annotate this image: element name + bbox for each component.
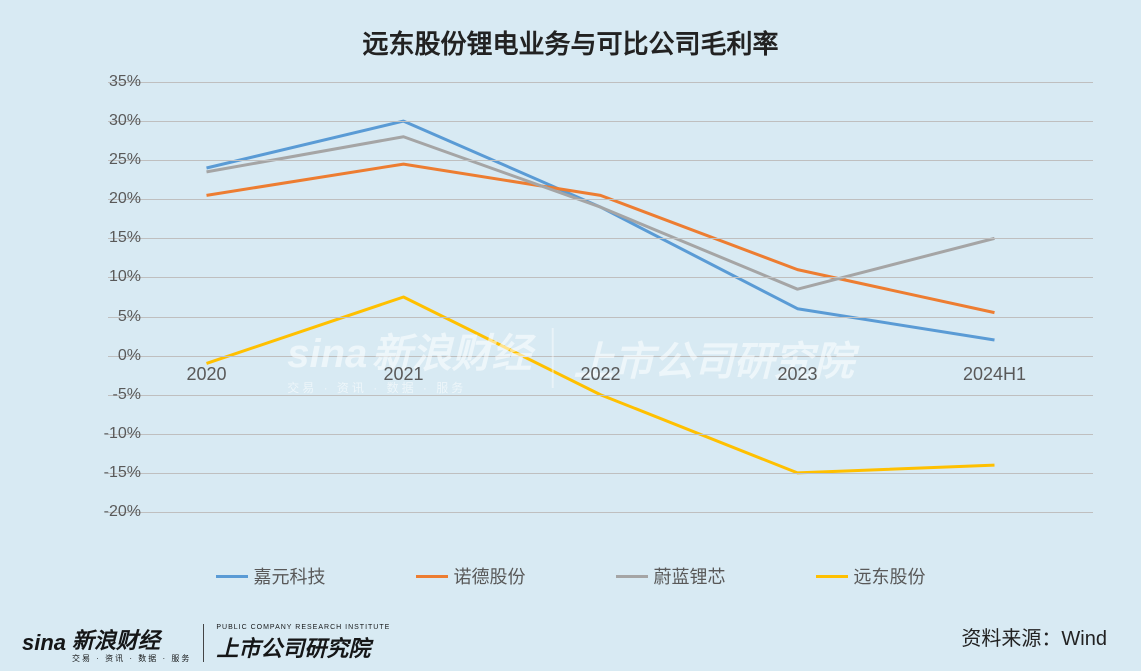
gridline [108,512,1093,513]
series-line [207,297,995,473]
y-axis-label: 5% [61,308,141,326]
legend-swatch-icon [416,575,448,578]
legend-swatch-icon [816,575,848,578]
chart-title: 远东股份锂电业务与可比公司毛利率 [0,24,1141,61]
wm-bottom-sina-sub: 交易 · 资讯 · 数据 · 服务 [72,655,191,663]
gridline [108,317,1093,318]
legend-item: 嘉元科技 [216,563,326,589]
legend-label: 远东股份 [854,563,926,589]
x-axis-label: 2023 [738,364,858,385]
legend-item: 诺德股份 [416,563,526,589]
legend-item: 远东股份 [816,563,926,589]
wm-bottom-divider-icon [203,624,204,662]
y-axis-label: 15% [61,229,141,247]
wm-bottom-inst-sub: PUBLIC COMPANY RESEARCH INSTITUTE [216,624,390,631]
watermark-bottom: sina 新浪财经 交易 · 资讯 · 数据 · 服务 PUBLIC COMPA… [22,623,390,663]
series-lines [108,82,1093,512]
gridline [108,199,1093,200]
legend-swatch-icon [216,575,248,578]
x-axis-label: 2024H1 [935,364,1055,385]
source-label: 资料来源：Wind [961,622,1107,651]
gridline [108,121,1093,122]
y-axis-label: 30% [61,112,141,130]
plot-area [108,82,1093,512]
wm-bottom-sina-logo: sina [22,630,66,656]
y-axis-label: -5% [61,386,141,404]
gridline [108,238,1093,239]
legend-label: 蔚蓝锂芯 [654,563,726,589]
legend-swatch-icon [616,575,648,578]
y-axis-label: -15% [61,464,141,482]
y-axis-label: 25% [61,151,141,169]
series-line [207,121,995,340]
gridline [108,82,1093,83]
y-axis-label: 35% [61,73,141,91]
gridline [108,356,1093,357]
gridline [108,160,1093,161]
y-axis-label: 0% [61,347,141,365]
x-axis-label: 2021 [344,364,464,385]
gridline [108,277,1093,278]
chart-container: 远东股份锂电业务与可比公司毛利率 sina 新浪财经 交易 · 资讯 · 数据 … [0,0,1141,671]
gridline [108,473,1093,474]
x-axis-label: 2020 [147,364,267,385]
gridline [108,434,1093,435]
x-axis-label: 2022 [541,364,661,385]
y-axis-label: 10% [61,268,141,286]
legend: 嘉元科技 诺德股份 蔚蓝锂芯 远东股份 [0,563,1141,589]
legend-item: 蔚蓝锂芯 [616,563,726,589]
y-axis-label: -20% [61,503,141,521]
legend-label: 嘉元科技 [254,563,326,589]
y-axis-label: -10% [61,425,141,443]
wm-bottom-inst-text: 上市公司研究院 [216,636,370,661]
gridline [108,395,1093,396]
y-axis-label: 20% [61,190,141,208]
legend-label: 诺德股份 [454,563,526,589]
wm-bottom-sina-text: 新浪财经 [72,628,160,653]
